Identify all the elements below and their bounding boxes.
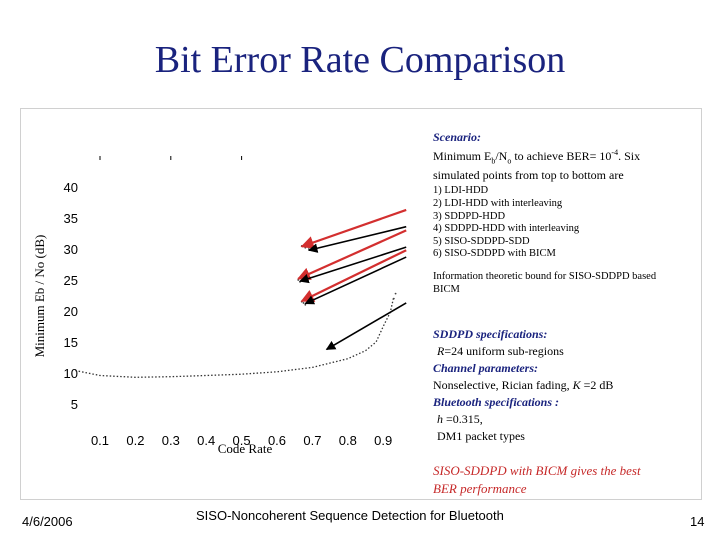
x-tick-label: 0.9 [374,433,392,448]
data-point [304,246,307,249]
red-arrow [300,249,407,303]
red-arrow [300,208,407,249]
scenario-description-2: simulated points from top to bottom are [433,168,624,183]
x-tick-label: 0.7 [303,433,321,448]
data-point [304,303,307,306]
y-tick-label: 30 [64,242,78,257]
red-arrow [297,229,407,280]
bound-label: Information theoretic bound for SISO-SDD… [433,270,657,295]
y-tick-label: 25 [64,273,78,288]
list-item: 3) SDDPD-HDD [433,210,506,222]
list-item: 1) LDI-HDD [433,185,489,197]
list-item: 2) LDI-HDD with interleaving [433,197,563,209]
x-tick-label: 0.1 [91,433,109,448]
bluetooth-heading: Bluetooth specifications : [433,395,559,409]
packet-text: DM1 packet types [437,429,525,443]
conclusion-text: SISO-SDDPD with BICM gives the best BER … [433,463,641,496]
y-axis-label: Minimum Eb / No (dB) [32,235,47,358]
sddpd-text: R=24 uniform sub-regions [437,344,564,358]
scenario-list: 1) LDI-HDD 2) LDI-HDD with interleaving … [433,185,713,261]
list-item: 5) SISO-SDDPD-SDD [433,235,530,247]
y-tick-label: 35 [64,211,78,226]
series-line-bound [75,296,395,378]
figure-frame [20,108,702,500]
scenario-heading: Scenario: [433,130,481,144]
black-arrow [325,302,407,351]
slide-title: Bit Error Rate Comparison [154,39,566,81]
bluetooth-text: h =0.315, [437,412,483,426]
black-arrow [307,225,407,253]
x-tick-label: 0.8 [339,433,357,448]
y-tick-label: 20 [64,304,78,319]
channel-heading: Channel parameters: [433,361,539,375]
x-tick-label: 0.3 [162,433,180,448]
footer-title: SISO-Noncoherent Sequence Detection for … [196,508,504,523]
y-tick-label: 10 [64,366,78,381]
black-arrow [299,246,407,284]
y-tick-label: 5 [71,397,78,412]
black-arrow [304,256,407,305]
sddpd-heading: SDDPD specifications: [433,327,548,341]
list-item: 4) SDDPD-HDD with interleaving [433,223,580,235]
list-item: 6) SISO-SDDPD with BICM [433,248,556,260]
data-point [394,292,397,295]
channel-text: Nonselective, Rician fading, K =2 dB [433,378,614,392]
y-tick-label: 40 [64,180,78,195]
x-tick-label: 0.6 [268,433,286,448]
x-axis-label: Code Rate [218,441,273,456]
page-number: 14 [690,514,705,529]
y-tick-label: 15 [64,335,78,350]
data-point [302,302,305,304]
data-point [392,297,395,300]
footer-date: 4/6/2006 [22,514,73,529]
x-tick-label: 0.4 [197,433,215,448]
x-tick-label: 0.5 [233,433,251,448]
specs-panel: SDDPD specifications: R=24 uniform sub-r… [433,326,703,445]
x-tick-label: 0.2 [126,433,144,448]
scenario-description: Minimum Eb/No to achieve BER= 10-4. Six [433,148,641,166]
scenario-panel: Scenario: Minimum Eb/No to achieve BER= … [433,130,713,296]
